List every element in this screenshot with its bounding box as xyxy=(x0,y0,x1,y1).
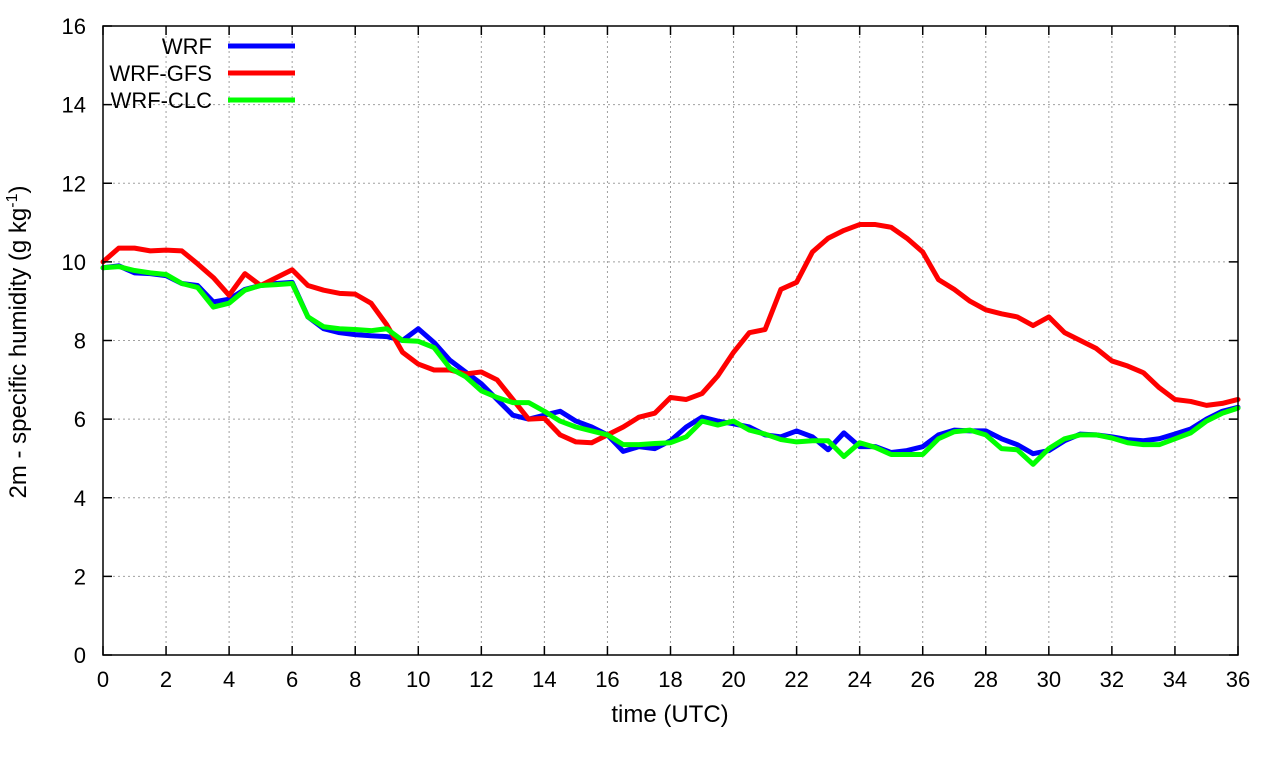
x-tick-label: 6 xyxy=(286,667,298,692)
x-tick-label: 32 xyxy=(1100,667,1124,692)
y-tick-labels: 0 2 4 6 8 10 12 14 16 xyxy=(62,14,86,668)
series-line-wrf-clc xyxy=(100,264,1241,467)
y-tick-label: 14 xyxy=(62,93,86,118)
x-tick-label: 16 xyxy=(595,667,619,692)
y-axis-label-superscript: -1 xyxy=(4,193,21,207)
legend-label-wrf-gfs: WRF-GFS xyxy=(109,61,212,86)
x-tick-label: 2 xyxy=(160,667,172,692)
y-tick-label: 16 xyxy=(62,14,86,39)
y-tick-label: 2 xyxy=(74,564,86,589)
x-tick-label: 24 xyxy=(847,667,871,692)
y-tick-label: 0 xyxy=(74,643,86,668)
x-tick-label: 26 xyxy=(910,667,934,692)
x-tick-label: 8 xyxy=(349,667,361,692)
y-tick-label: 6 xyxy=(74,407,86,432)
y-tick-label: 8 xyxy=(74,329,86,354)
x-tick-labels: 0 2 4 6 8 10 12 14 16 18 20 22 24 26 28 30 32 34 36 xyxy=(97,667,1250,692)
series-line-wrf xyxy=(100,263,1241,457)
series-lines xyxy=(100,222,1241,467)
x-tick-label: 22 xyxy=(784,667,808,692)
axis-ticks xyxy=(102,25,1239,656)
y-axis-label-close: ) xyxy=(5,186,32,194)
x-tick-label: 14 xyxy=(532,667,556,692)
x-tick-label: 18 xyxy=(658,667,682,692)
x-tick-label: 20 xyxy=(721,667,745,692)
x-tick-label: 12 xyxy=(469,667,493,692)
x-tick-label: 36 xyxy=(1226,667,1250,692)
x-tick-label: 10 xyxy=(406,667,430,692)
legend-label-wrf-clc: WRF-CLC xyxy=(111,88,213,113)
y-tick-label: 4 xyxy=(74,486,86,511)
x-tick-label: 4 xyxy=(223,667,235,692)
y-axis-label: 2m - specific humidity (g kg-1) xyxy=(4,186,32,499)
x-tick-label: 0 xyxy=(97,667,109,692)
x-tick-label: 30 xyxy=(1037,667,1061,692)
series-line-wrf-gfs xyxy=(100,222,1241,446)
y-tick-label: 10 xyxy=(62,250,86,275)
y-tick-label: 12 xyxy=(62,171,86,196)
legend-label-wrf: WRF xyxy=(162,34,212,59)
x-axis-label: time (UTC) xyxy=(611,701,728,728)
grid xyxy=(103,26,1238,655)
x-tick-label: 28 xyxy=(974,667,998,692)
y-axis-label-main: 2m - specific humidity (g kg xyxy=(5,208,32,499)
x-tick-label: 34 xyxy=(1163,667,1187,692)
